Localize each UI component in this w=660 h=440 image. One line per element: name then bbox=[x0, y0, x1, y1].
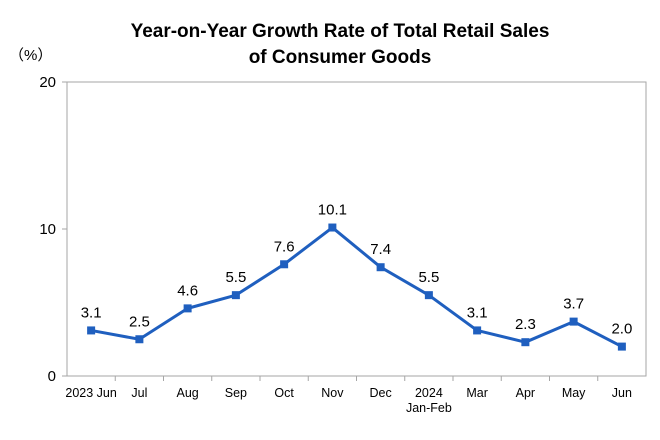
y-tick-label: 20 bbox=[39, 74, 56, 91]
y-axis-ticks: 0 10 20 bbox=[39, 74, 67, 385]
chart-title-line-2: of Consumer Goods bbox=[249, 47, 432, 68]
x-tick-label: Jan-Feb bbox=[406, 401, 452, 415]
data-point-marker bbox=[473, 326, 482, 335]
data-point-marker bbox=[521, 338, 530, 347]
y-tick-label: 10 bbox=[39, 221, 56, 238]
data-label: 5.5 bbox=[225, 269, 246, 286]
data-label: 7.6 bbox=[274, 238, 295, 255]
x-tick-label: Apr bbox=[516, 386, 535, 400]
x-tick-label: Mar bbox=[466, 386, 488, 400]
data-point-marker bbox=[87, 326, 96, 335]
data-label: 3.1 bbox=[81, 304, 102, 321]
data-label: 3.1 bbox=[467, 304, 488, 321]
data-label: 2.3 bbox=[515, 316, 536, 333]
x-tick-label: Sep bbox=[225, 386, 247, 400]
x-tick-label: Jun bbox=[612, 386, 632, 400]
plot-area-frame bbox=[66, 81, 647, 377]
data-label: 4.6 bbox=[177, 282, 198, 299]
data-point-marker bbox=[183, 304, 192, 313]
data-point-marker bbox=[424, 291, 433, 300]
chart-title-line-1: Year-on-Year Growth Rate of Total Retail… bbox=[131, 21, 550, 42]
data-label: 7.4 bbox=[370, 241, 391, 258]
data-label: 5.5 bbox=[418, 269, 439, 286]
x-tick-label: May bbox=[562, 386, 586, 400]
x-tick-label: Oct bbox=[274, 386, 294, 400]
data-point-marker bbox=[231, 291, 240, 300]
y-unit-label: （%） bbox=[9, 47, 52, 64]
data-point-marker bbox=[135, 335, 144, 344]
data-point-marker bbox=[328, 223, 337, 232]
series-line bbox=[90, 226, 623, 348]
x-tick-label: Dec bbox=[370, 386, 392, 400]
data-label: 2.5 bbox=[129, 313, 150, 330]
data-label: 2.0 bbox=[611, 321, 632, 338]
data-point-marker bbox=[569, 317, 578, 326]
x-tick-label: Nov bbox=[321, 386, 344, 400]
series-growth-rate: 3.1 2.5 4.6 5.5 7.6 10.1 7.4 5.5 3.1 2.3 3.7 2.0 bbox=[81, 202, 632, 351]
data-point-marker bbox=[280, 260, 289, 269]
x-tick-label: Jul bbox=[131, 386, 147, 400]
x-tick-label: 2024 bbox=[415, 386, 443, 400]
x-tick-label: Aug bbox=[177, 386, 199, 400]
x-tick-label: 2023 Jun bbox=[65, 386, 116, 400]
data-point-marker bbox=[617, 342, 626, 351]
data-label: 3.7 bbox=[563, 296, 584, 313]
y-tick-label: 0 bbox=[48, 368, 56, 385]
data-label: 10.1 bbox=[318, 202, 347, 219]
data-point-marker bbox=[376, 263, 385, 272]
